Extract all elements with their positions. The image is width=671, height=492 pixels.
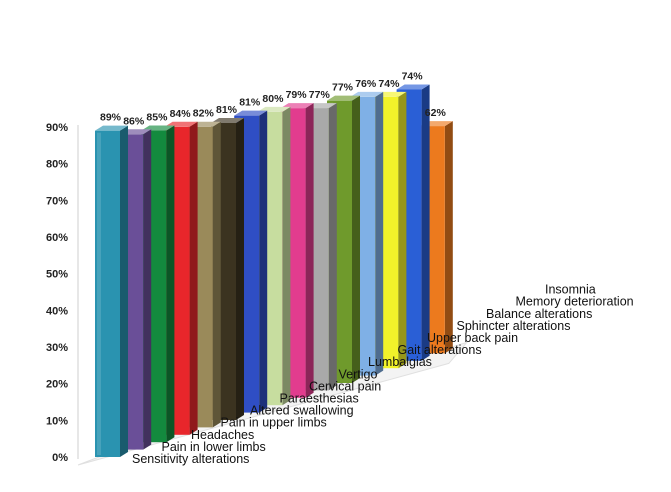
bar-side-face: [328, 103, 337, 391]
category-label: Memory deterioration: [516, 295, 634, 309]
category-label: Pain in upper limbs: [221, 416, 327, 430]
bar-value-label: 74%: [402, 70, 424, 82]
bar-top-face: [234, 110, 268, 116]
bar-value-label: 80%: [262, 93, 284, 105]
bar-side-face: [212, 121, 221, 428]
y-tick-label: 40%: [46, 305, 68, 317]
y-tick-label: 20%: [46, 379, 68, 391]
bar-value-label: 77%: [309, 89, 331, 101]
data-labels: 62%74%74%76%77%77%79%80%81%81%82%84%85%8…: [100, 70, 446, 127]
bar-highlight: [97, 132, 101, 455]
category-label: Altered swallowing: [250, 404, 354, 418]
category-label: Sensitivity alterations: [132, 452, 249, 466]
bar-value-label: 86%: [123, 115, 145, 127]
category-label: Sphincter alterations: [457, 319, 571, 333]
y-tick-label: 50%: [46, 269, 68, 281]
y-tick-label: 30%: [46, 342, 68, 354]
category-label: Insomnia: [545, 283, 596, 297]
category-label: Cervical pain: [309, 379, 381, 393]
bar-side-face: [444, 121, 453, 354]
category-label: Upper back pain: [427, 331, 518, 345]
category-label: Vertigo: [339, 367, 378, 381]
y-tick-label: 70%: [46, 195, 68, 207]
bar-side-face: [352, 95, 360, 384]
bar-side-face: [189, 121, 198, 435]
bar-side-face: [120, 125, 128, 458]
bar-value-label: 81%: [239, 97, 261, 109]
category-label: Balance alterations: [486, 307, 592, 321]
y-tick-label: 10%: [46, 415, 68, 427]
bar-side-face: [166, 125, 175, 443]
y-tick-label: 0%: [52, 452, 68, 464]
bar-side-face: [259, 110, 268, 413]
bar-side-face: [305, 103, 314, 398]
category-label: Pain in lower limbs: [162, 440, 266, 454]
bars: [95, 84, 453, 458]
bar-value-label: 82%: [193, 108, 215, 120]
bar-top-face: [396, 84, 430, 90]
bar-value-label: 77%: [332, 82, 354, 94]
bar-side-face: [236, 118, 244, 420]
bar-side-face: [398, 91, 407, 369]
bar-value-label: 79%: [286, 89, 308, 101]
category-label: Lumbalgias: [368, 355, 432, 369]
bar-value-label: 76%: [355, 78, 377, 90]
bar-value-label: 89%: [100, 112, 122, 124]
bar-side-face: [375, 91, 384, 376]
bar-value-label: 85%: [146, 112, 168, 124]
y-tick-label: 80%: [46, 159, 68, 171]
y-tick-label: 90%: [46, 122, 68, 134]
bar-value-label: 74%: [378, 78, 400, 90]
bar-value-label: 84%: [170, 108, 192, 120]
y-tick-label: 60%: [46, 232, 68, 244]
category-label: Headaches: [191, 428, 254, 442]
bar: [95, 125, 128, 458]
bar-top-face: [95, 125, 128, 131]
y-axis: 0% 10% 20% 30% 40% 50% 60% 70% 80% 90%: [46, 122, 79, 464]
bar-side-face: [282, 106, 291, 406]
bar-top-face: [327, 95, 360, 101]
category-label: Gait alterations: [398, 343, 482, 357]
bar-side-face: [421, 84, 430, 361]
category-label: Paraesthesias: [280, 392, 359, 406]
bar-value-label: 81%: [216, 104, 238, 116]
bar-value-label: 62%: [425, 107, 447, 119]
bar-side-face: [143, 129, 152, 450]
